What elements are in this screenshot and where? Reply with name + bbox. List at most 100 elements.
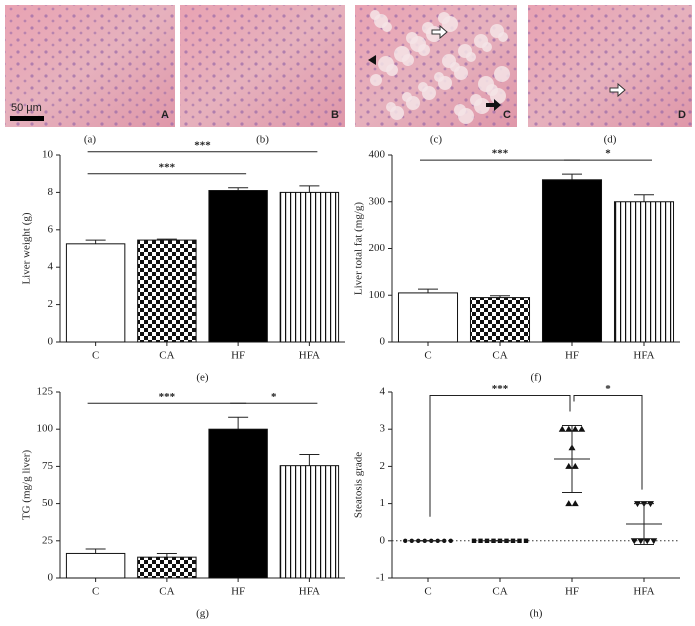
y-axis-title: Liver weight (g) xyxy=(21,212,33,284)
panel-caption: (e) xyxy=(196,372,209,384)
data-point xyxy=(643,538,651,545)
significance-label: * xyxy=(605,383,611,395)
significance-label: *** xyxy=(159,391,176,403)
y-tick-label: 0 xyxy=(380,336,386,348)
data-point xyxy=(403,538,408,543)
data-point xyxy=(637,538,645,545)
y-tick-label: 3 xyxy=(380,423,386,435)
panel-caption: (c) xyxy=(430,134,443,146)
data-point xyxy=(523,538,529,543)
data-point xyxy=(630,538,638,545)
arrowhead xyxy=(368,55,376,65)
bar xyxy=(65,243,126,343)
significance-label: *** xyxy=(159,161,176,173)
bar xyxy=(208,190,268,343)
y-tick-label: 100 xyxy=(369,289,386,301)
arrow xyxy=(609,82,626,98)
vacuole xyxy=(422,86,436,100)
y-tick-label: 0 xyxy=(380,534,386,546)
significance-bracket xyxy=(429,394,571,517)
scale-bar-label: 50 μm xyxy=(11,102,42,114)
y-tick-label: -1 xyxy=(376,572,385,584)
y-axis-title: Steatosis grade xyxy=(353,452,365,518)
x-tick-label: HF xyxy=(565,350,579,362)
y-tick-label: 1 xyxy=(380,497,386,509)
vacuole xyxy=(474,98,490,114)
data-point xyxy=(517,538,522,543)
x-tick-label: HF xyxy=(231,586,245,598)
data-point xyxy=(558,425,566,432)
panel-letter: B xyxy=(331,109,339,121)
y-tick-label: 4 xyxy=(380,386,386,398)
data-point xyxy=(448,538,453,543)
vacuole xyxy=(382,22,392,32)
x-tick-label: CA xyxy=(492,350,507,362)
y-tick-label: 2 xyxy=(380,460,386,472)
vacuole xyxy=(442,16,458,32)
vacuole xyxy=(458,108,474,124)
bar xyxy=(65,552,126,579)
arrow xyxy=(486,99,501,111)
y-tick-label: 6 xyxy=(48,223,54,235)
panel-letter: C xyxy=(503,109,511,121)
x-tick-label: HF xyxy=(565,586,579,598)
y-tick-label: 2 xyxy=(48,298,54,310)
significance-label: *** xyxy=(492,148,509,160)
chart: 0 100 200 300 400 Liver total fat (mg/g) C CA HF… xyxy=(353,148,680,384)
x-tick-label: HF xyxy=(231,350,245,362)
y-tick-label: 25 xyxy=(42,534,54,546)
data-point xyxy=(571,462,579,469)
y-tick-label: 400 xyxy=(369,149,386,161)
y-tick-label: 4 xyxy=(48,261,54,273)
vacuole xyxy=(482,42,492,52)
panel-caption: (a) xyxy=(84,134,97,146)
data-point xyxy=(478,538,483,543)
y-tick-label: 100 xyxy=(37,423,54,435)
vacuole xyxy=(402,54,414,66)
y-tick-label: 50 xyxy=(42,497,54,509)
bar xyxy=(279,465,340,579)
x-tick-label: C xyxy=(424,350,431,362)
y-tick-label: 0 xyxy=(48,572,54,584)
x-tick-label: CA xyxy=(159,350,174,362)
x-tick-label: CA xyxy=(492,586,507,598)
vacuole xyxy=(498,32,508,42)
arrow xyxy=(431,24,448,40)
data-point xyxy=(578,425,586,432)
bar xyxy=(137,239,197,343)
data-point xyxy=(650,538,658,545)
significance-label: *** xyxy=(194,139,211,151)
vacuole xyxy=(466,52,476,62)
chart: 0 25 50 75 100 125 TG (mg/g liver) C CA HF HFA (g) *… xyxy=(21,386,345,620)
data-point xyxy=(565,462,573,469)
panel-caption: (g) xyxy=(196,608,209,620)
x-tick-label: HFA xyxy=(633,350,654,362)
bar xyxy=(469,297,531,343)
vacuole xyxy=(370,74,382,86)
chart: 0 2 4 6 8 10 Liver weight (g) C CA HF HFA (e) *** *** xyxy=(21,139,345,384)
panel-letter: D xyxy=(678,109,686,121)
vacuole xyxy=(386,64,398,76)
x-tick-label: HFA xyxy=(299,586,320,598)
x-tick-label: C xyxy=(92,586,99,598)
data-point xyxy=(571,500,579,507)
panel-caption: (b) xyxy=(256,134,269,146)
data-point xyxy=(565,500,573,507)
bar xyxy=(541,179,603,343)
vacuole xyxy=(494,66,510,82)
x-tick-label: HFA xyxy=(299,350,320,362)
x-tick-label: C xyxy=(424,586,431,598)
bar xyxy=(137,556,197,579)
panel-caption: (d) xyxy=(604,134,617,146)
scale-bar xyxy=(10,116,44,121)
vacuole xyxy=(390,106,404,120)
y-axis-title: TG (mg/g liver) xyxy=(21,450,33,521)
micrograph-texture xyxy=(528,5,692,127)
vacuole xyxy=(406,96,420,110)
y-tick-label: 10 xyxy=(42,149,54,161)
micrograph-texture xyxy=(5,5,175,127)
y-tick-label: 75 xyxy=(42,460,54,472)
y-tick-label: 125 xyxy=(37,386,54,398)
panel-caption: (h) xyxy=(530,608,543,620)
